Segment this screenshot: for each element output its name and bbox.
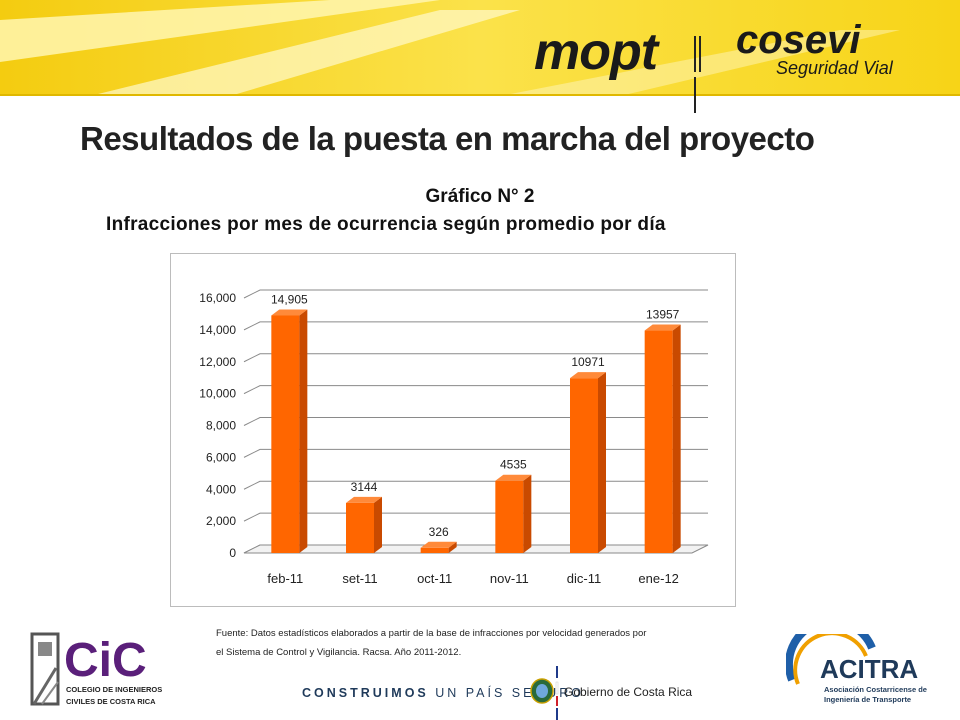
- bar-ene-12: [644, 324, 681, 553]
- x-tick-label: set-11: [342, 571, 377, 586]
- gridline: [243, 321, 708, 331]
- bar-top: [570, 372, 606, 379]
- x-tick-label: feb-11: [267, 571, 303, 586]
- slogan-bold: CONSTRUIMOS: [302, 686, 429, 700]
- gridline: [243, 512, 708, 522]
- data-label: 14,905: [271, 292, 308, 306]
- logo-divider: [694, 36, 708, 113]
- gov-text: Gobierno de Costa Rica: [564, 685, 693, 699]
- y-axis-ticks: 0 2,000 4,000 6,000 8,000 10,000 12,000 14,000 1…: [199, 291, 236, 560]
- bar-top: [346, 496, 382, 503]
- bar-front: [570, 378, 598, 553]
- source-line-1: Fuente: Datos estadísticos elaborados a …: [216, 628, 647, 639]
- bar-oct-11: [420, 541, 457, 553]
- slide-title: Resultados de la puesta en marcha del pr…: [80, 120, 815, 157]
- bar-chart: 0 2,000 4,000 6,000 8,000 10,000 12,000 14,000 1…: [170, 253, 736, 607]
- y-tick-label: 14,000: [199, 323, 236, 337]
- y-tick-label: 0: [229, 546, 236, 560]
- gridline: [243, 480, 708, 490]
- bar-side: [672, 324, 681, 553]
- bar-front: [644, 330, 673, 553]
- y-tick-label: 4,000: [206, 482, 236, 496]
- gov-divider: [555, 666, 559, 720]
- mopt-logo: mopt: [534, 23, 658, 81]
- bar-top: [271, 309, 308, 316]
- bar-front: [420, 547, 449, 553]
- data-label: 10971: [571, 355, 605, 369]
- cic-logo: CiC COLEGIO DE INGENIEROS CIVILES DE COS…: [30, 632, 162, 706]
- y-tick-label: 12,000: [199, 355, 236, 369]
- x-tick-label: dic-11: [567, 571, 601, 586]
- chart-floor: [243, 544, 709, 554]
- gridline: [243, 385, 708, 395]
- cic-logo-sub2: CIVILES DE COSTA RICA: [66, 697, 156, 706]
- acitra-sub2: Ingeniería de Transporte: [824, 695, 911, 704]
- acitra-logo: ACITRA Asociación Costarricense de Ingen…: [786, 634, 927, 704]
- bar-feb-11: [271, 309, 308, 553]
- cosevi-logo-subtitle: Seguridad Vial: [776, 58, 893, 78]
- gridline: [243, 289, 708, 299]
- chart-floor-plane: [243, 544, 709, 554]
- x-tick-label: oct-11: [417, 571, 452, 586]
- y-tick-label: 16,000: [199, 291, 236, 305]
- bar-side: [598, 372, 606, 553]
- y-tick-label: 10,000: [199, 387, 236, 401]
- data-label: 3144: [351, 480, 378, 494]
- bar-side: [448, 541, 457, 553]
- x-tick-label: ene-12: [638, 571, 678, 586]
- cic-logo-sub1: COLEGIO DE INGENIEROS: [66, 685, 162, 694]
- y-tick-label: 8,000: [206, 419, 236, 433]
- cosevi-logo: cosevi: [736, 18, 861, 62]
- source-note: Fuente: Datos estadísticos elaborados a …: [216, 624, 736, 662]
- chart-number: Gráfico N° 2: [425, 186, 535, 207]
- bar-top: [495, 474, 532, 481]
- bar-top: [420, 541, 457, 548]
- bar-front: [346, 502, 374, 553]
- data-label: 13957: [646, 308, 680, 322]
- bar-side: [523, 474, 532, 553]
- acitra-name: ACITRA: [820, 654, 918, 684]
- cic-logo-text: CiC: [64, 634, 147, 687]
- data-label: 326: [429, 525, 449, 539]
- gridline: [243, 353, 708, 363]
- x-tick-label: nov-11: [490, 571, 529, 586]
- slogan-rest: UN PAÍS SEGURO: [428, 686, 584, 700]
- y-tick-label: 6,000: [206, 450, 236, 464]
- bar-front: [495, 480, 524, 553]
- bar-dic-11: [570, 372, 606, 553]
- bar-nov-11: [495, 474, 532, 553]
- data-labels: 14,905 3144 326 4535 10971 13957: [271, 292, 680, 538]
- source-line-2: el Sistema de Control y Vigilancia. Racs…: [216, 647, 462, 658]
- y-tick-label: 2,000: [206, 514, 236, 528]
- gridline: [243, 448, 708, 458]
- bar-set-11: [346, 496, 382, 553]
- chart-bars: [271, 309, 681, 553]
- chart-subtitle: Infracciones por mes de ocurrencia según…: [106, 214, 666, 235]
- bar-side: [299, 309, 308, 553]
- gridline: [243, 417, 708, 426]
- bar-front: [271, 315, 300, 553]
- data-label: 4535: [500, 458, 527, 472]
- x-axis-ticks: feb-11 set-11 oct-11 nov-11 dic-11 ene-12: [267, 571, 679, 586]
- acitra-sub1: Asociación Costarricense de: [824, 685, 927, 694]
- bar-side: [374, 496, 382, 553]
- bar-top: [644, 324, 681, 331]
- costa-rica-seal-icon: [530, 678, 554, 704]
